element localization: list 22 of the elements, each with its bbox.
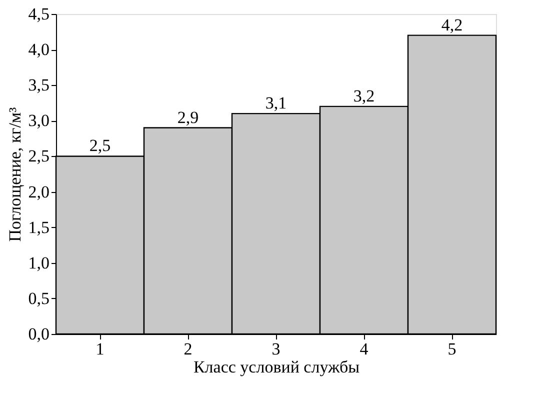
data-label: 2,9 — [177, 108, 199, 127]
y-tick-label: 3,5 — [28, 76, 50, 95]
y-axis-title: Поглощение, кг/м³ — [5, 107, 24, 242]
y-tick-label: 4,5 — [28, 4, 50, 24]
x-tick-label: 1 — [96, 340, 104, 358]
x-axis-title: Класс условий службы — [193, 358, 360, 376]
y-tick-label: 3,0 — [28, 111, 50, 130]
y-tick-label: 2,0 — [28, 182, 50, 202]
y-tick-label: 1,0 — [28, 253, 50, 272]
x-tick-label: 3 — [272, 340, 280, 358]
data-label: 4,2 — [441, 15, 463, 34]
x-tick-label: 5 — [448, 340, 456, 358]
y-tick-label: 1,5 — [28, 218, 50, 237]
x-tick-label: 4 — [360, 340, 369, 358]
y-tick-label: 0,5 — [28, 288, 50, 308]
x-tick-label: 2 — [184, 340, 192, 358]
data-label: 3,1 — [265, 94, 287, 113]
y-tick-label: 4,0 — [28, 40, 50, 60]
data-label: 2,5 — [89, 136, 111, 156]
y-tick-label: 2,5 — [28, 146, 50, 166]
data-label: 3,2 — [353, 86, 375, 106]
y-tick-label: 0,0 — [28, 324, 50, 344]
